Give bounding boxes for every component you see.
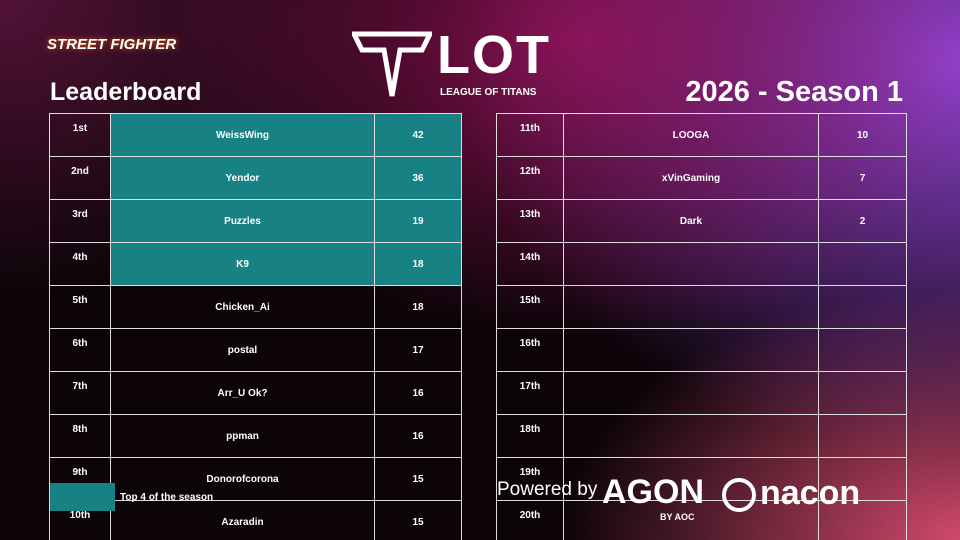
points-cell <box>818 371 907 415</box>
rank-cell: 3rd <box>49 199 111 243</box>
points-cell: 17 <box>374 328 462 372</box>
brand-subtitle: LEAGUE OF TITANS <box>440 87 537 98</box>
points-cell: 42 <box>374 113 462 157</box>
legend-label: Top 4 of the season <box>120 492 214 503</box>
rank-cell: 18th <box>496 414 564 458</box>
name-cell: K9 <box>110 242 375 286</box>
points-cell: 16 <box>374 414 462 458</box>
agon-sub: BY AOC <box>660 512 695 522</box>
row: 1st WeissWing 42 <box>49 113 462 157</box>
rank-cell: 4th <box>49 242 111 286</box>
rank-cell: 2nd <box>49 156 111 200</box>
table-left: 1st WeissWing 42 2nd Yendor 36 3rd Puzzles 19 4th… <box>49 113 462 540</box>
points-cell: 10 <box>818 113 907 157</box>
name-cell: Dark <box>563 199 819 243</box>
row: 6th postal 17 <box>49 328 462 372</box>
brand-icon <box>352 31 432 97</box>
name-cell: Yendor <box>110 156 375 200</box>
game-logo: STREET FIGHTER <box>47 36 177 53</box>
rank-cell: 16th <box>496 328 564 372</box>
row: 2nd Yendor 36 <box>49 156 462 200</box>
nacon-icon <box>722 478 756 512</box>
row: 16th <box>496 328 907 372</box>
legend-swatch <box>50 483 115 511</box>
row: 3rd Puzzles 19 <box>49 199 462 243</box>
name-cell: Arr_U Ok? <box>110 371 375 415</box>
row: 11th LOOGA 10 <box>496 113 907 157</box>
row: 15th <box>496 285 907 329</box>
row: 7th Arr_U Ok? 16 <box>49 371 462 415</box>
points-cell: 15 <box>374 457 462 501</box>
points-cell: 18 <box>374 242 462 286</box>
name-cell <box>563 242 819 286</box>
brand: LOT <box>437 25 551 85</box>
rank-cell: 19th <box>496 457 564 501</box>
name-cell: Puzzles <box>110 199 375 243</box>
points-cell <box>818 457 907 501</box>
name-cell: Azaradin <box>110 500 375 540</box>
points-cell <box>818 328 907 372</box>
rank-cell: 1st <box>49 113 111 157</box>
rank-cell: 5th <box>49 285 111 329</box>
points-cell: 2 <box>818 199 907 243</box>
rank-cell: 15th <box>496 285 564 329</box>
nacon-logo: nacon <box>760 474 861 512</box>
rank-cell: 7th <box>49 371 111 415</box>
rank-cell: 14th <box>496 242 564 286</box>
row: 4th K9 18 <box>49 242 462 286</box>
row: 14th <box>496 242 907 286</box>
points-cell <box>818 242 907 286</box>
row: 13th Dark 2 <box>496 199 907 243</box>
name-cell <box>563 371 819 415</box>
season: 2026 - Season 1 <box>685 76 903 108</box>
rank-cell: 11th <box>496 113 564 157</box>
name-cell: LOOGA <box>563 113 819 157</box>
row: 19th <box>496 457 907 501</box>
name-cell: postal <box>110 328 375 372</box>
row: 18th <box>496 414 907 458</box>
rank-cell: 13th <box>496 199 564 243</box>
name-cell <box>563 328 819 372</box>
points-cell: 36 <box>374 156 462 200</box>
row: 10th Azaradin 15 <box>49 500 462 540</box>
name-cell <box>563 500 819 540</box>
table-right: 11th LOOGA 10 12th xVinGaming 7 13th Dark 2 14th 1… <box>496 113 907 540</box>
row: 12th xVinGaming 7 <box>496 156 907 200</box>
name-cell <box>563 285 819 329</box>
row: 8th ppman 16 <box>49 414 462 458</box>
title: Leaderboard <box>50 78 202 106</box>
name-cell <box>563 414 819 458</box>
points-cell <box>818 285 907 329</box>
rank-cell: 6th <box>49 328 111 372</box>
row: 9th Donorofcorona 15 <box>49 457 462 501</box>
points-cell: 19 <box>374 199 462 243</box>
rank-cell: 17th <box>496 371 564 415</box>
powered-by: Powered by <box>497 479 598 500</box>
points-cell <box>818 500 907 540</box>
name-cell: xVinGaming <box>563 156 819 200</box>
name-cell: ppman <box>110 414 375 458</box>
agon-logo: AGON <box>602 473 704 511</box>
points-cell: 15 <box>374 500 462 540</box>
points-cell: 18 <box>374 285 462 329</box>
rank-cell: 12th <box>496 156 564 200</box>
row: 20th <box>496 500 907 540</box>
points-cell: 7 <box>818 156 907 200</box>
name-cell: WeissWing <box>110 113 375 157</box>
rank-cell: 20th <box>496 500 564 540</box>
points-cell: 16 <box>374 371 462 415</box>
row: 5th Chicken_Ai 18 <box>49 285 462 329</box>
points-cell <box>818 414 907 458</box>
row: 17th <box>496 371 907 415</box>
rank-cell: 8th <box>49 414 111 458</box>
name-cell: Chicken_Ai <box>110 285 375 329</box>
